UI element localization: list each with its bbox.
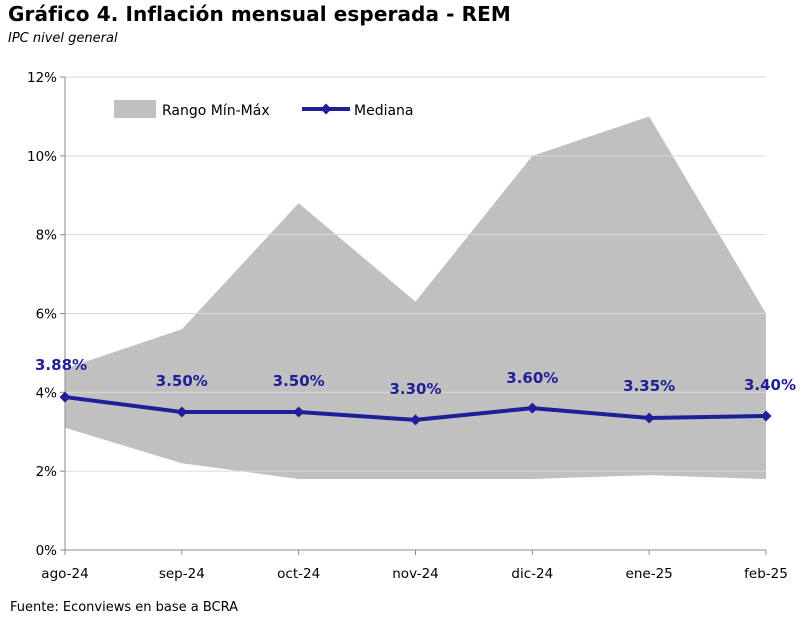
median-point bbox=[293, 406, 305, 418]
chart-title: Gráfico 4. Inflación mensual esperada - … bbox=[8, 2, 511, 26]
legend-label-range: Rango Mín-Máx bbox=[162, 103, 270, 119]
legend-swatch-range bbox=[114, 100, 156, 118]
median-point bbox=[410, 414, 421, 426]
median-point bbox=[526, 402, 538, 414]
y-tick-label: 8% bbox=[36, 228, 58, 244]
legend-marker-median bbox=[320, 103, 332, 115]
data-label: 3.60% bbox=[506, 369, 558, 387]
y-tick-label: 6% bbox=[36, 307, 58, 323]
chart-source: Fuente: Econviews en base a BCRA bbox=[10, 600, 239, 615]
legend-label-median: Mediana bbox=[354, 103, 414, 119]
data-label: 3.35% bbox=[623, 377, 675, 395]
median-point bbox=[643, 412, 655, 424]
range-area bbox=[65, 116, 766, 480]
data-label: 3.40% bbox=[744, 376, 796, 394]
x-tick-label: ene-25 bbox=[626, 566, 673, 582]
data-label: 3.50% bbox=[273, 372, 325, 390]
y-tick-label: 2% bbox=[36, 464, 58, 480]
data-label: 3.50% bbox=[156, 372, 208, 390]
median-point bbox=[760, 410, 772, 422]
x-tick-label: dic-24 bbox=[511, 566, 553, 582]
data-label: 3.88% bbox=[35, 356, 87, 374]
y-tick-label: 10% bbox=[27, 149, 57, 165]
data-label: 3.30% bbox=[389, 380, 441, 398]
y-tick-label: 0% bbox=[36, 543, 58, 559]
chart-subtitle: IPC nivel general bbox=[8, 31, 118, 46]
median-point bbox=[176, 406, 188, 418]
x-tick-label: sep-24 bbox=[159, 566, 205, 582]
x-tick-label: ago-24 bbox=[41, 566, 88, 582]
x-tick-label: nov-24 bbox=[392, 566, 439, 582]
median-point bbox=[59, 391, 71, 403]
y-tick-label: 4% bbox=[36, 385, 58, 401]
x-tick-label: feb-25 bbox=[744, 566, 788, 582]
x-tick-label: oct-24 bbox=[277, 566, 320, 582]
y-tick-label: 12% bbox=[27, 70, 57, 86]
